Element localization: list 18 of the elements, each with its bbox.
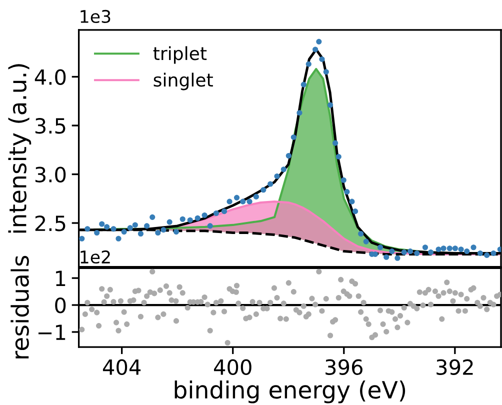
y-tick-label: 3.5 (35, 118, 66, 134)
annotation: 1e2 (80, 250, 110, 264)
y-tick-label: 3.0 (35, 166, 66, 182)
x-tick-label: 400 (214, 359, 252, 376)
legend-label: singlet (154, 72, 213, 90)
x-axis-title: binding energy (eV) (174, 380, 406, 404)
x-tick-label: 404 (102, 359, 141, 376)
text: 1e3 (80, 10, 110, 24)
y-axis-title: residuals (10, 256, 29, 358)
y-tick-label: 2.5 (35, 215, 66, 232)
y-tick-label: 1 (56, 270, 66, 286)
x-tick-label: 392 (436, 359, 473, 376)
y-axis-title: intensity (a.u.) (8, 64, 32, 233)
y-tick-label: 4.0 (34, 69, 66, 85)
x-tick-label: 396 (326, 359, 362, 376)
legend-label: triplet (153, 46, 207, 64)
y-tick-label: −1 (38, 324, 66, 340)
y-tick-label: 0 (55, 297, 66, 314)
